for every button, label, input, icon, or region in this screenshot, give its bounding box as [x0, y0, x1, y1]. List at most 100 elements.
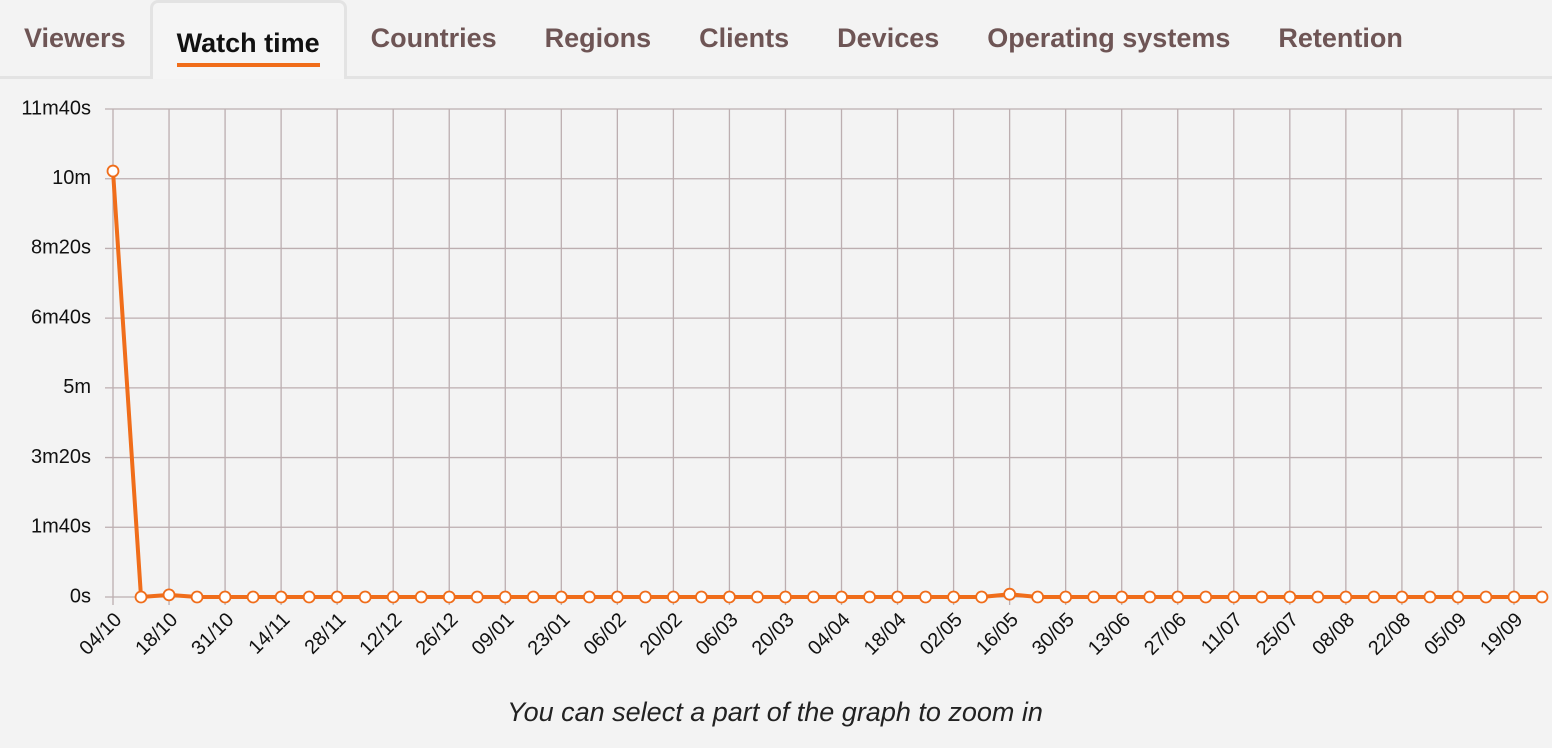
point	[947, 590, 960, 604]
tab-label: Countries	[370, 22, 497, 53]
tab-label: Viewers	[24, 22, 126, 53]
point	[526, 590, 540, 604]
point	[1479, 590, 1493, 604]
x-tick-label: 18/04	[860, 609, 911, 660]
point	[1227, 590, 1241, 604]
point	[358, 590, 372, 604]
x-tick-label: 09/01	[468, 609, 519, 660]
point	[134, 590, 148, 604]
point	[1255, 590, 1269, 604]
point	[638, 590, 652, 604]
x-tick-label: 25/07	[1252, 609, 1303, 660]
point	[835, 590, 848, 604]
tab-label: Watch time	[176, 28, 320, 67]
point	[330, 590, 344, 604]
point	[1115, 590, 1129, 604]
point	[891, 590, 904, 604]
point	[386, 590, 400, 604]
x-tick-label: 08/08	[1308, 609, 1359, 660]
tab[interactable]: Devices	[813, 0, 963, 76]
point	[218, 590, 232, 604]
point	[1339, 590, 1353, 604]
tab-bar: Viewers Watch time Countries Regions Clients…	[0, 0, 1552, 79]
point	[498, 590, 512, 604]
point	[582, 590, 596, 604]
x-tick-label: 04/10	[75, 609, 126, 660]
tab[interactable]: Viewers	[0, 0, 150, 76]
point	[975, 590, 989, 604]
y-tick-label: 5m	[63, 376, 91, 398]
point	[1507, 590, 1521, 604]
x-tick-label: 16/05	[972, 609, 1023, 660]
tab-label: Retention	[1278, 22, 1403, 53]
x-tick-label: 11/07	[1197, 609, 1247, 659]
point	[106, 164, 120, 178]
y-tick-label: 8m20s	[31, 237, 91, 259]
point	[1199, 590, 1213, 604]
point	[1395, 590, 1409, 604]
point	[1031, 590, 1045, 604]
tab-label: Clients	[699, 22, 790, 53]
point	[779, 590, 792, 604]
point	[1171, 590, 1185, 604]
point	[1059, 590, 1073, 604]
y-tick-label: 11m40s	[21, 97, 91, 119]
point	[1311, 590, 1325, 604]
x-tick-label: 23/01	[524, 609, 575, 660]
y-tick-label: 6m40s	[31, 306, 91, 328]
point	[274, 590, 288, 604]
point	[1283, 590, 1297, 604]
point	[863, 590, 876, 604]
point	[162, 588, 176, 602]
x-tick-label: 12/12	[356, 609, 407, 660]
point	[610, 590, 624, 604]
point	[1143, 590, 1157, 604]
line	[111, 170, 1542, 599]
point	[190, 590, 204, 604]
point	[414, 590, 428, 604]
y-tick-label: 3m20s	[31, 446, 91, 468]
y-tick-label: 10m	[52, 167, 91, 189]
tab[interactable]: Countries	[347, 0, 521, 76]
tab-label: Regions	[544, 22, 652, 53]
point	[1423, 590, 1437, 604]
tab[interactable]: Operating systems	[963, 0, 1254, 76]
x-tick-label: 18/10	[131, 609, 182, 660]
x-tick-label: 13/06	[1084, 609, 1135, 660]
point	[807, 590, 820, 604]
tab-label: Operating systems	[987, 22, 1231, 53]
point	[723, 590, 736, 604]
tab[interactable]: Watch time	[149, 0, 347, 79]
x-tick-label: 20/03	[748, 609, 799, 660]
x-tick-label: 20/02	[636, 609, 687, 660]
y-tick-label: 1m40s	[31, 516, 91, 538]
x-tick-label: 30/05	[1028, 609, 1079, 660]
point	[1367, 590, 1381, 604]
point	[919, 590, 932, 604]
point	[695, 590, 708, 604]
tab[interactable]: Clients	[675, 0, 813, 76]
x-tick-label: 27/06	[1140, 609, 1191, 660]
x-tick-label: 31/10	[187, 609, 238, 660]
tab[interactable]: Regions	[521, 0, 676, 76]
x-tick-label: 19/09	[1476, 609, 1527, 660]
y-tick-label: 0s	[70, 585, 91, 607]
x-tick-label: 06/03	[692, 609, 743, 660]
x-tick-label: 14/11	[244, 609, 294, 659]
x-tick-label: 06/02	[580, 609, 631, 660]
point	[470, 590, 484, 604]
point	[1087, 590, 1101, 604]
point	[442, 590, 456, 604]
point	[1003, 587, 1017, 601]
x-tick-label: 28/11	[301, 609, 351, 659]
caption: You can select a part of the graph to zo…	[507, 697, 1043, 727]
x-tick-label: 04/04	[804, 609, 855, 660]
x-tick-label: 26/12	[412, 609, 463, 660]
point	[302, 590, 316, 604]
x-tick-label: 02/05	[916, 609, 967, 660]
tab-label: Devices	[837, 22, 940, 53]
point	[246, 590, 260, 604]
tab[interactable]: Retention	[1254, 0, 1427, 76]
